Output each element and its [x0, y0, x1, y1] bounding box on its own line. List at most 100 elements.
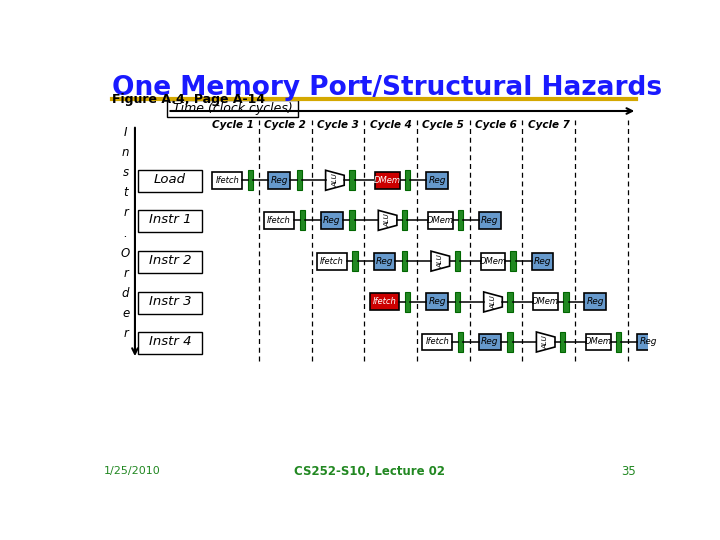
- FancyBboxPatch shape: [560, 332, 565, 352]
- FancyBboxPatch shape: [374, 253, 395, 269]
- FancyBboxPatch shape: [454, 292, 460, 312]
- Text: Cycle 4: Cycle 4: [370, 120, 412, 130]
- Text: Reg: Reg: [428, 176, 446, 185]
- Text: t: t: [123, 186, 128, 199]
- Text: e: e: [122, 307, 130, 320]
- Text: ALU: ALU: [384, 213, 391, 227]
- FancyBboxPatch shape: [138, 211, 202, 232]
- Text: Figure A.4, Page A-14: Figure A.4, Page A-14: [112, 93, 265, 106]
- Text: DMem: DMem: [374, 176, 401, 185]
- Text: s: s: [122, 166, 129, 179]
- Text: Cycle 3: Cycle 3: [317, 120, 359, 130]
- Text: 35: 35: [621, 465, 636, 478]
- Text: Cycle 2: Cycle 2: [264, 120, 306, 130]
- FancyBboxPatch shape: [458, 332, 463, 352]
- Text: Reg: Reg: [587, 298, 604, 307]
- Text: ALU: ALU: [332, 173, 338, 187]
- FancyBboxPatch shape: [138, 170, 202, 192]
- FancyBboxPatch shape: [321, 212, 343, 229]
- Polygon shape: [484, 292, 503, 312]
- Text: 1/25/2010: 1/25/2010: [104, 467, 161, 476]
- FancyBboxPatch shape: [479, 212, 500, 229]
- Polygon shape: [378, 211, 397, 231]
- FancyBboxPatch shape: [375, 172, 400, 189]
- FancyBboxPatch shape: [269, 172, 290, 189]
- Polygon shape: [536, 332, 555, 352]
- FancyBboxPatch shape: [370, 294, 399, 310]
- Text: Reg: Reg: [376, 256, 393, 266]
- FancyBboxPatch shape: [585, 294, 606, 310]
- Text: ALU: ALU: [437, 254, 444, 268]
- FancyBboxPatch shape: [167, 100, 299, 117]
- Text: Reg: Reg: [323, 216, 341, 225]
- FancyBboxPatch shape: [454, 251, 460, 271]
- Text: One Memory Port/Structural Hazards: One Memory Port/Structural Hazards: [112, 75, 662, 101]
- Text: DMem: DMem: [532, 298, 559, 307]
- Text: r: r: [123, 206, 128, 219]
- FancyBboxPatch shape: [586, 334, 611, 350]
- FancyBboxPatch shape: [637, 334, 659, 350]
- Polygon shape: [325, 170, 344, 190]
- FancyBboxPatch shape: [300, 211, 305, 231]
- Text: Reg: Reg: [270, 176, 288, 185]
- FancyBboxPatch shape: [481, 253, 505, 269]
- Text: n: n: [122, 146, 130, 159]
- FancyBboxPatch shape: [212, 172, 242, 189]
- Text: O: O: [121, 247, 130, 260]
- Text: Cycle 5: Cycle 5: [423, 120, 464, 130]
- FancyBboxPatch shape: [248, 170, 253, 190]
- Text: Ifetch: Ifetch: [320, 256, 343, 266]
- Text: DMem: DMem: [427, 216, 454, 225]
- Text: Reg: Reg: [481, 338, 499, 347]
- Text: DMem: DMem: [480, 256, 506, 266]
- Text: .: .: [124, 227, 127, 240]
- FancyBboxPatch shape: [138, 292, 202, 314]
- Text: d: d: [122, 287, 130, 300]
- Text: Reg: Reg: [481, 216, 499, 225]
- Polygon shape: [431, 251, 449, 271]
- FancyBboxPatch shape: [534, 294, 558, 310]
- FancyBboxPatch shape: [297, 170, 302, 190]
- Text: Instr 3: Instr 3: [148, 295, 191, 308]
- Text: Load: Load: [154, 173, 186, 186]
- FancyBboxPatch shape: [317, 253, 346, 269]
- Text: Ifetch: Ifetch: [215, 176, 239, 185]
- FancyBboxPatch shape: [264, 212, 294, 229]
- FancyBboxPatch shape: [138, 251, 202, 273]
- Text: Ifetch: Ifetch: [373, 298, 397, 307]
- Text: Instr 1: Instr 1: [148, 213, 191, 226]
- FancyBboxPatch shape: [423, 334, 452, 350]
- Text: Ifetch: Ifetch: [267, 216, 291, 225]
- Text: ALU: ALU: [543, 335, 549, 349]
- Text: I: I: [124, 126, 127, 139]
- FancyBboxPatch shape: [138, 332, 202, 354]
- Text: CS252-S10, Lecture 02: CS252-S10, Lecture 02: [294, 465, 444, 478]
- Text: Instr 2: Instr 2: [148, 254, 191, 267]
- Text: Reg: Reg: [534, 256, 552, 266]
- FancyBboxPatch shape: [428, 212, 453, 229]
- FancyBboxPatch shape: [532, 253, 554, 269]
- FancyBboxPatch shape: [508, 332, 513, 352]
- Text: Reg: Reg: [639, 338, 657, 347]
- FancyBboxPatch shape: [402, 211, 408, 231]
- FancyBboxPatch shape: [479, 334, 500, 350]
- Text: r: r: [123, 327, 128, 340]
- FancyBboxPatch shape: [458, 211, 463, 231]
- FancyBboxPatch shape: [563, 292, 569, 312]
- Text: Cycle 6: Cycle 6: [475, 120, 517, 130]
- FancyBboxPatch shape: [426, 294, 448, 310]
- Text: Cycle 1: Cycle 1: [212, 120, 254, 130]
- FancyBboxPatch shape: [402, 251, 408, 271]
- Text: r: r: [123, 267, 128, 280]
- Text: Cycle 7: Cycle 7: [528, 120, 570, 130]
- Text: Instr 4: Instr 4: [148, 335, 191, 348]
- Text: Time (clock cycles): Time (clock cycles): [173, 102, 292, 115]
- Text: DMem: DMem: [585, 338, 612, 347]
- FancyBboxPatch shape: [349, 211, 355, 231]
- FancyBboxPatch shape: [426, 172, 448, 189]
- FancyBboxPatch shape: [405, 170, 410, 190]
- FancyBboxPatch shape: [508, 292, 513, 312]
- FancyBboxPatch shape: [352, 251, 358, 271]
- Text: ALU: ALU: [490, 295, 496, 309]
- FancyBboxPatch shape: [616, 332, 621, 352]
